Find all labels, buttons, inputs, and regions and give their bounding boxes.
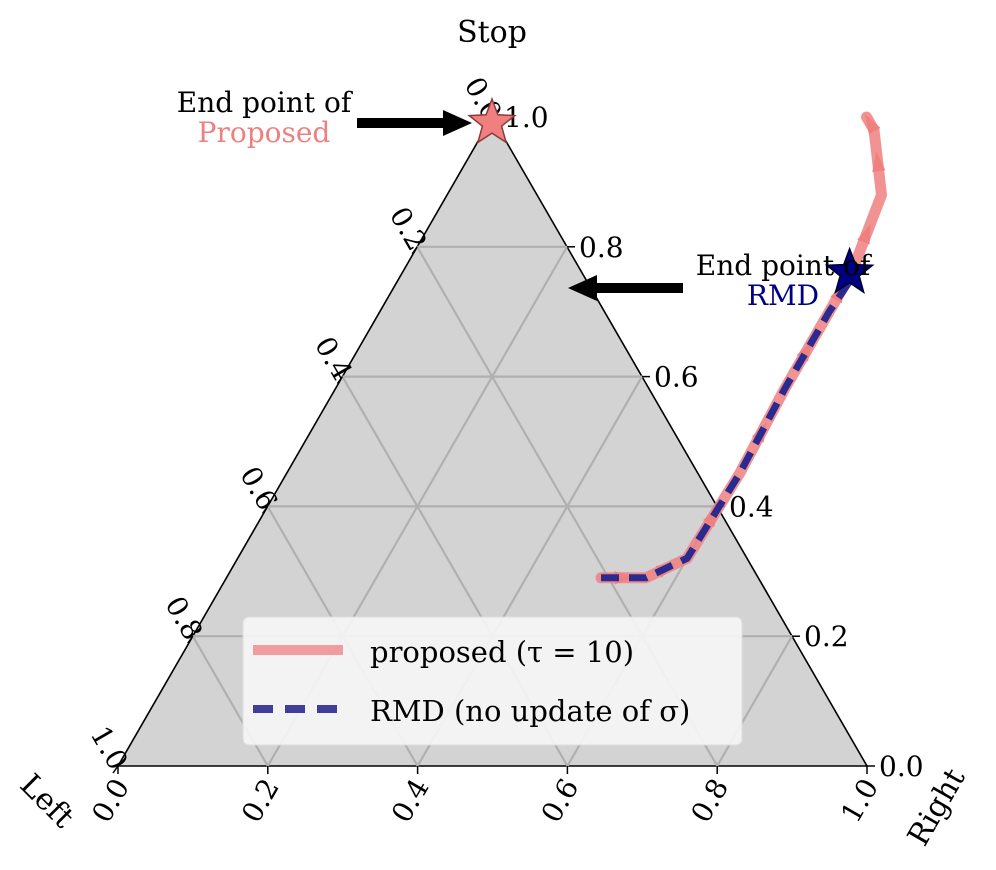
tick-label-bottom-4: 0.8 — [684, 773, 735, 828]
series-arrow-proposed — [614, 571, 635, 585]
legend-label-rmd: RMD (no update of σ) — [370, 694, 690, 728]
series-line-rmd — [601, 270, 859, 582]
end-point-star-proposed — [467, 96, 517, 145]
corner-label-left: Left — [13, 767, 81, 835]
tick-label-bottom-3: 0.6 — [535, 773, 586, 828]
tick-label-bottom-0: 0.0 — [85, 773, 136, 828]
tick-label-right-2: 0.4 — [729, 490, 774, 523]
annotation-rmd-line1: End point of — [696, 249, 873, 282]
series-arrow-proposed — [864, 113, 881, 135]
tick-label-right-3: 0.6 — [654, 361, 699, 394]
tick-left-1 — [411, 246, 418, 255]
triangle-area — [116, 115, 869, 767]
annotation-proposed-line2: Proposed — [198, 116, 331, 149]
tick-label-right-4: 0.8 — [579, 231, 624, 264]
series-arrow-proposed — [872, 151, 886, 172]
legend: proposed (τ = 10) RMD (no update of σ) — [242, 616, 743, 746]
tick-label-bottom-2: 0.4 — [385, 773, 436, 828]
arrow-proposed — [357, 110, 472, 136]
tick-label-left-5: 1.0 — [84, 720, 135, 775]
tick-label-right-0: 0.0 — [879, 750, 924, 783]
annotation-rmd-line2: RMD — [747, 279, 819, 312]
end-point-star-rmd — [824, 246, 875, 294]
arrow-rmd — [568, 275, 683, 301]
series-layer — [595, 111, 887, 585]
tick-label-bottom-1: 0.2 — [235, 773, 286, 828]
tick-left-2 — [336, 376, 344, 385]
tick-left-4 — [187, 635, 194, 644]
tick-label-bottom-5: 1.0 — [834, 773, 885, 828]
tick-left-5 — [112, 765, 119, 774]
legend-label-proposed: proposed (τ = 10) — [370, 635, 634, 669]
annotation-proposed-line1: End point of — [177, 86, 354, 119]
end-point-markers — [467, 96, 875, 294]
corner-label-top: Stop — [457, 15, 527, 50]
series-arrow-proposed — [857, 223, 871, 245]
tick-left-3 — [261, 505, 269, 514]
tick-label-right-1: 0.2 — [804, 620, 849, 653]
